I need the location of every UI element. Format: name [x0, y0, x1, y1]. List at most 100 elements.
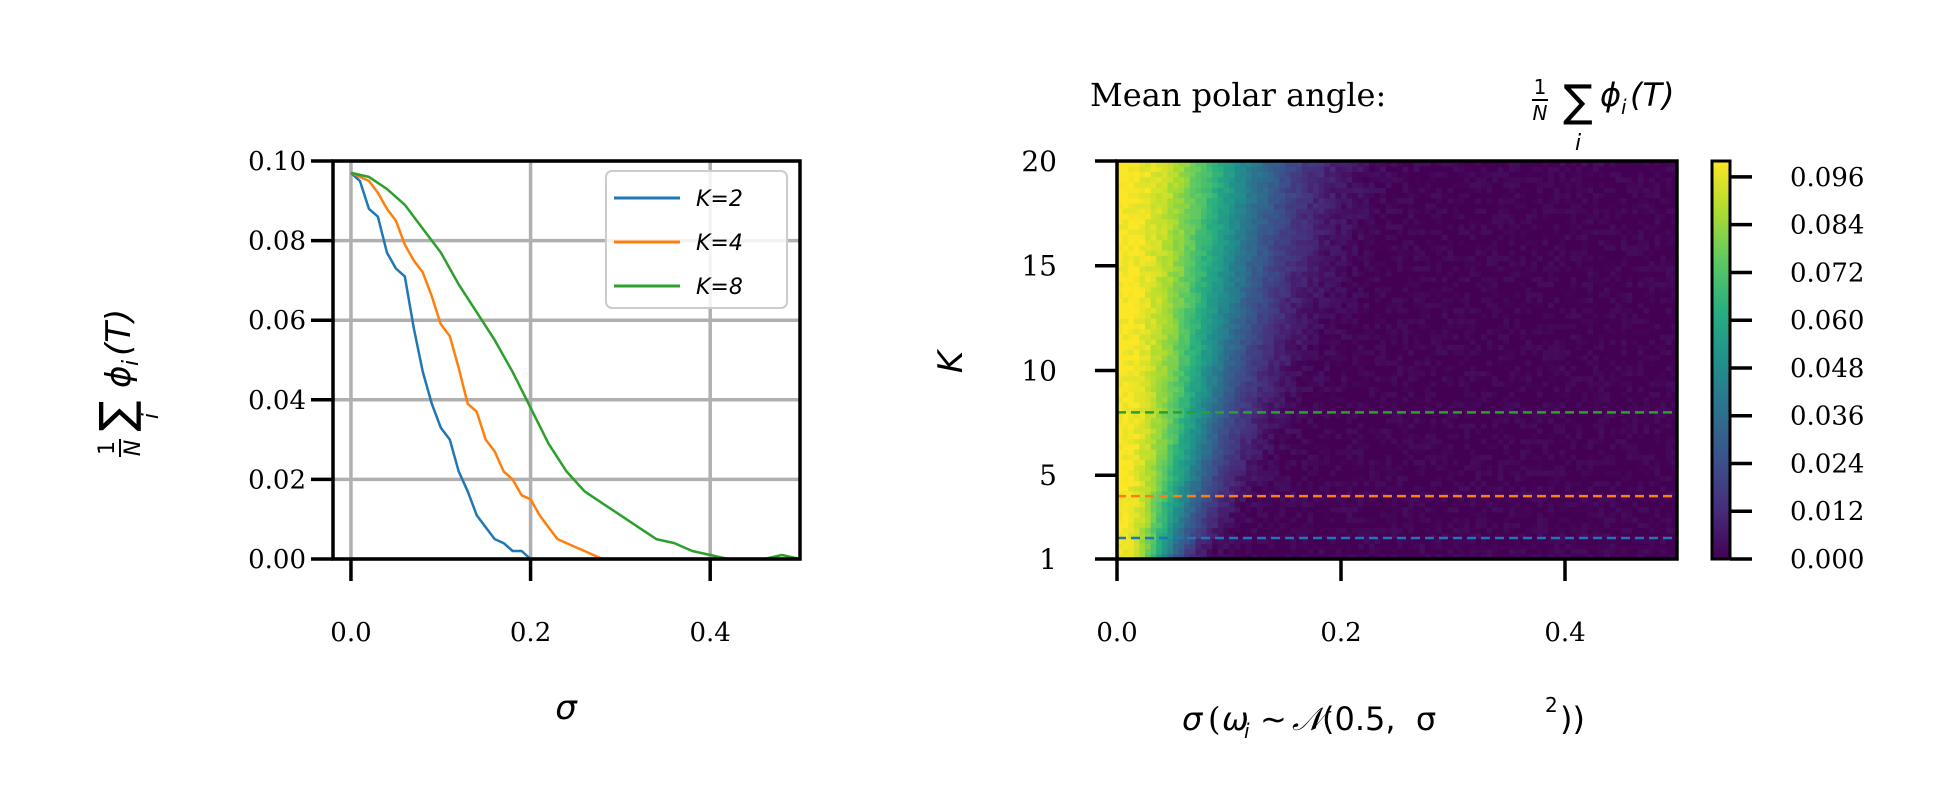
heatmap-cell: [1385, 344, 1392, 351]
heatmap-cell: [1430, 396, 1437, 403]
heatmap-cell: [1576, 401, 1583, 408]
heatmap-cell: [1531, 538, 1538, 544]
heatmap-cell: [1593, 553, 1600, 559]
heatmap-cell: [1531, 501, 1538, 508]
heatmap-cell: [1251, 490, 1258, 497]
heatmap-cell: [1156, 318, 1163, 324]
heatmap-cell: [1161, 443, 1168, 450]
heatmap-cell: [1245, 349, 1252, 356]
heatmap-cell: [1548, 328, 1555, 335]
heatmap-cell: [1122, 449, 1129, 455]
heatmap-cell: [1167, 391, 1174, 398]
heatmap-cell: [1273, 318, 1280, 324]
heatmap-cell: [1430, 485, 1437, 492]
heatmap-cell: [1234, 501, 1241, 508]
heatmap-cell: [1369, 517, 1376, 523]
heatmap-cell: [1660, 443, 1667, 450]
heatmap-cell: [1385, 312, 1392, 319]
heatmap-cell: [1447, 485, 1454, 492]
heatmap-cell: [1212, 333, 1219, 340]
heatmap-cell: [1576, 412, 1583, 419]
heatmap-cell: [1329, 380, 1336, 387]
heatmap-cell: [1671, 443, 1677, 450]
heatmap-cell: [1273, 469, 1280, 476]
heatmap-cell: [1632, 349, 1639, 356]
heatmap-cell: [1570, 480, 1577, 487]
heatmap-cell: [1318, 401, 1325, 408]
heatmap-cell: [1324, 506, 1331, 513]
heatmap-cell: [1441, 401, 1448, 408]
heatmap-cell: [1643, 380, 1650, 387]
heatmap-cell: [1537, 522, 1544, 529]
heatmap-cell: [1464, 370, 1471, 377]
heatmap-cell: [1184, 422, 1191, 429]
heatmap-cell: [1570, 396, 1577, 403]
heatmap-cell: [1458, 511, 1465, 518]
heatmap-cell: [1492, 354, 1499, 361]
heatmap-cell: [1251, 297, 1258, 303]
heatmap-cell: [1245, 370, 1252, 377]
heatmap-cell: [1671, 312, 1677, 319]
heatmap-cell: [1240, 365, 1247, 372]
heatmap-cell: [1458, 443, 1465, 450]
heatmap-cell: [1481, 396, 1488, 403]
heatmap-cell: [1486, 475, 1493, 482]
heatmap-cell: [1133, 449, 1140, 455]
heatmap-cell: [1262, 480, 1269, 487]
heatmap-cell: [1542, 501, 1549, 508]
heatmap-cell: [1385, 302, 1392, 309]
heatmap-cell: [1593, 396, 1600, 403]
heatmap-cell: [1335, 517, 1342, 523]
heatmap-cell: [1492, 401, 1499, 408]
heatmap-cell: [1604, 391, 1611, 398]
heatmap-cell: [1643, 485, 1650, 492]
heatmap-cell: [1632, 401, 1639, 408]
heatmap-cell: [1408, 480, 1415, 487]
heatmap-cell: [1369, 490, 1376, 497]
heatmap-cell: [1514, 485, 1521, 492]
heatmap-cell: [1307, 360, 1314, 366]
y-axis-ticks: 0.000.020.040.060.080.10: [248, 147, 333, 575]
heatmap-cell: [1576, 506, 1583, 513]
heatmap-cell: [1632, 302, 1639, 309]
heatmap-cell: [1257, 548, 1264, 555]
heatmap-cell: [1570, 375, 1577, 382]
heatmap-cell: [1458, 401, 1465, 408]
heatmap-cell: [1419, 349, 1426, 356]
heatmap-cell: [1441, 318, 1448, 324]
heatmap-cell: [1257, 428, 1264, 434]
heatmap-cell: [1318, 517, 1325, 523]
heatmap-cell: [1217, 312, 1224, 319]
heatmap-cell: [1576, 349, 1583, 356]
heatmap-cell: [1117, 344, 1124, 351]
heatmap-cell: [1430, 553, 1437, 559]
heatmap-cell: [1296, 396, 1303, 403]
heatmap-cell: [1531, 391, 1538, 398]
heatmap-cell: [1408, 443, 1415, 450]
heatmap-cell: [1615, 438, 1622, 445]
heatmap-cell: [1654, 527, 1661, 534]
heatmap-cell: [1369, 454, 1376, 461]
heatmap-cell: [1593, 480, 1600, 487]
heatmap-cell: [1335, 553, 1342, 559]
heatmap-cell: [1184, 501, 1191, 508]
heatmap-cell: [1352, 464, 1359, 471]
heatmap-cell: [1436, 380, 1443, 387]
heatmap-cell: [1268, 490, 1275, 497]
heatmap-cell: [1604, 538, 1611, 544]
heatmap-cell: [1570, 553, 1577, 559]
heatmap-cell: [1649, 422, 1656, 429]
heatmap-cell: [1285, 490, 1292, 497]
heatmap-cell: [1369, 496, 1376, 502]
heatmap-cell: [1548, 543, 1555, 550]
heatmap-cell: [1408, 396, 1415, 403]
heatmap-cell: [1296, 548, 1303, 555]
heatmap-cell: [1318, 438, 1325, 445]
heatmap-cell: [1632, 339, 1639, 345]
heatmap-cell: [1206, 475, 1213, 482]
heatmap-cell: [1251, 422, 1258, 429]
heatmap-cell: [1374, 375, 1381, 382]
heatmap-cell: [1593, 469, 1600, 476]
heatmap-cell: [1665, 454, 1672, 461]
heatmap-cell: [1537, 428, 1544, 434]
